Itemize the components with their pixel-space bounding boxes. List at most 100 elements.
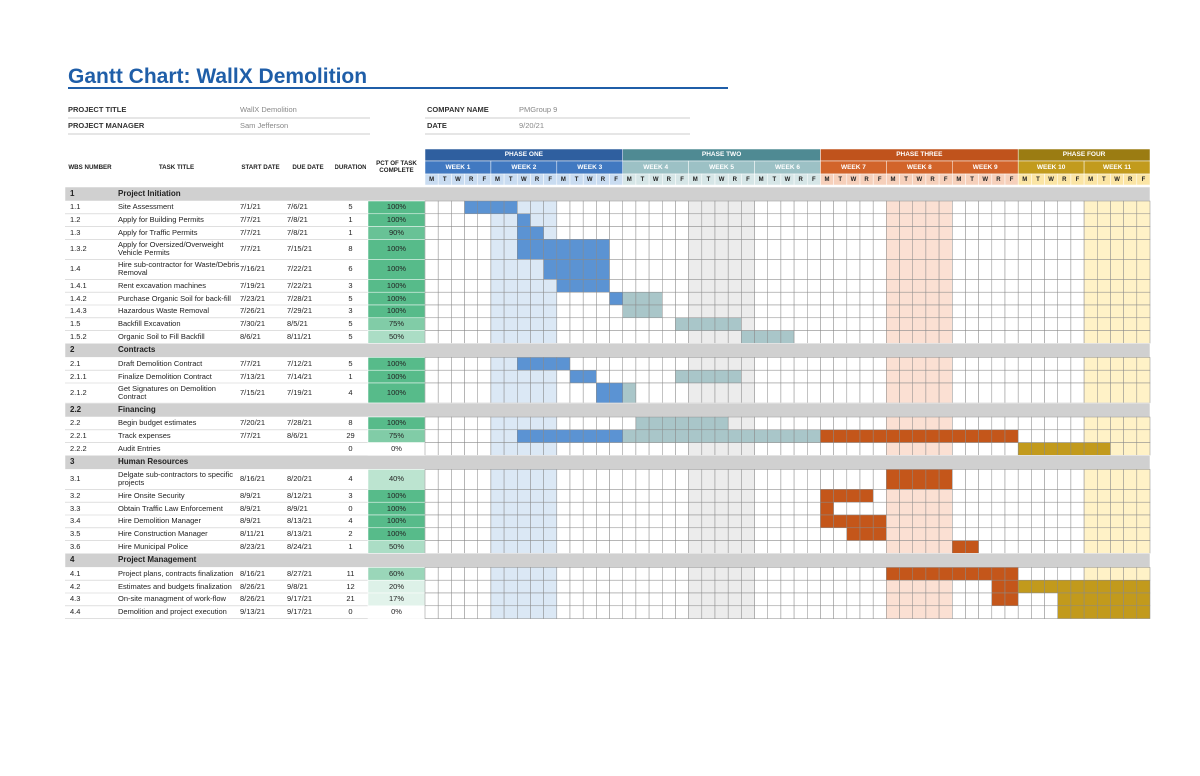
gantt-cell xyxy=(543,279,558,293)
gantt-cell xyxy=(622,540,637,554)
gantt-cell xyxy=(1083,279,1098,293)
gantt-cell xyxy=(727,442,742,456)
gantt-cell xyxy=(477,527,492,541)
gantt-cell xyxy=(807,540,821,554)
gantt-cell xyxy=(662,489,676,503)
gantt-cell xyxy=(1083,469,1098,490)
day-label: F xyxy=(812,176,816,183)
gantt-cell xyxy=(820,567,834,581)
gantt-bar-cell xyxy=(556,259,571,280)
week-label: WEEK 3 xyxy=(577,163,603,171)
gantt-cell xyxy=(872,382,887,404)
gantt-cell xyxy=(451,567,465,581)
gantt-cell xyxy=(609,540,623,554)
gantt-cell xyxy=(767,369,782,384)
gantt-cell xyxy=(569,416,584,431)
gantt-cell xyxy=(1123,330,1138,344)
gantt-cell xyxy=(912,527,927,541)
wbs-number: 4 xyxy=(70,555,75,565)
gantt-cell xyxy=(727,213,742,227)
gantt-cell xyxy=(820,239,834,260)
pct-complete: 100% xyxy=(386,516,407,526)
gantt-cell xyxy=(622,567,637,581)
gantt-cell xyxy=(793,291,808,306)
gantt-cell xyxy=(912,213,927,227)
gantt-cell xyxy=(1070,489,1085,503)
start-date: 7/7/21 xyxy=(240,227,261,237)
gantt-cell xyxy=(899,357,913,371)
gantt-cell xyxy=(543,416,558,431)
gantt-cell xyxy=(675,357,689,371)
pct-complete: 17% xyxy=(388,594,404,604)
task-title: Finalize Demolition Contract xyxy=(118,371,212,381)
gantt-cell xyxy=(530,540,544,554)
due-date: 7/19/21 xyxy=(287,388,313,397)
gantt-cell xyxy=(609,567,623,581)
gantt-cell xyxy=(1097,357,1111,371)
gantt-cell xyxy=(556,213,571,227)
page-title: Gantt Chart: WallX Demolition xyxy=(68,65,368,88)
gantt-cell xyxy=(754,259,768,280)
gantt-cell xyxy=(741,469,755,490)
gantt-cell xyxy=(1017,213,1032,227)
gantt-cell xyxy=(741,489,755,503)
gantt-cell xyxy=(859,291,874,306)
gantt-cell xyxy=(635,527,650,541)
gantt-cell xyxy=(477,369,492,384)
gantt-cell xyxy=(1070,567,1085,581)
wbs-number: 2.1.2 xyxy=(70,388,87,397)
pct-complete: 100% xyxy=(386,388,407,397)
day-label: F xyxy=(1075,176,1080,183)
gantt-cell xyxy=(424,540,439,554)
gantt-cell xyxy=(833,213,848,227)
gantt-cell xyxy=(938,592,953,607)
gantt-cell xyxy=(1070,429,1085,443)
gantt-cell xyxy=(952,501,966,516)
gantt-bar-cell xyxy=(530,226,544,240)
gantt-cell xyxy=(1097,279,1111,293)
gantt-cell xyxy=(1070,469,1085,490)
gantt-cell xyxy=(1070,200,1085,215)
task-title: Organic Soil to Fill Backfill xyxy=(118,331,205,341)
gantt-cell xyxy=(1057,501,1072,516)
gantt-cell xyxy=(490,442,505,456)
day-label: W xyxy=(652,176,659,183)
gantt-cell xyxy=(701,567,716,581)
gantt-cell xyxy=(754,527,768,541)
gantt-cell xyxy=(978,200,993,215)
wbs-number: 4.4 xyxy=(70,607,81,617)
gantt-cell xyxy=(754,469,768,490)
gantt-cell xyxy=(938,416,953,431)
start-date: 8/23/21 xyxy=(240,541,266,551)
gantt-cell xyxy=(714,501,729,516)
gantt-cell xyxy=(886,382,900,404)
gantt-cell xyxy=(1031,259,1045,280)
task-title: Delgate sub-contractors to specific proj… xyxy=(118,470,234,488)
gantt-cell xyxy=(1110,213,1124,227)
gantt-cell xyxy=(1136,489,1151,503)
duration: 29 xyxy=(346,431,355,441)
gantt-bar-cell xyxy=(846,489,861,503)
week-label: WEEK 8 xyxy=(906,163,932,171)
gantt-bar-cell xyxy=(952,567,966,581)
gantt-cell xyxy=(503,369,518,384)
gantt-cell xyxy=(556,540,571,554)
gantt-cell xyxy=(807,416,821,431)
gantt-cell xyxy=(965,226,979,240)
gantt-bar-cell xyxy=(622,382,637,404)
phase-label: PHASE ONE xyxy=(504,151,543,158)
gantt-cell xyxy=(1123,489,1138,503)
gantt-cell xyxy=(517,579,531,594)
gantt-cell xyxy=(569,540,584,554)
gantt-bar-cell xyxy=(859,514,874,529)
gantt-cell xyxy=(451,382,465,404)
gantt-cell xyxy=(688,501,703,516)
gantt-cell xyxy=(1110,357,1124,371)
wbs-number: 1.4 xyxy=(70,264,81,274)
gantt-bar-cell xyxy=(1097,579,1111,594)
gantt-bar-cell xyxy=(965,540,979,554)
day-label: F xyxy=(680,176,684,183)
info-value: WallX Demolition xyxy=(240,105,297,114)
gantt-cell xyxy=(793,489,808,503)
gantt-cell xyxy=(556,501,571,516)
